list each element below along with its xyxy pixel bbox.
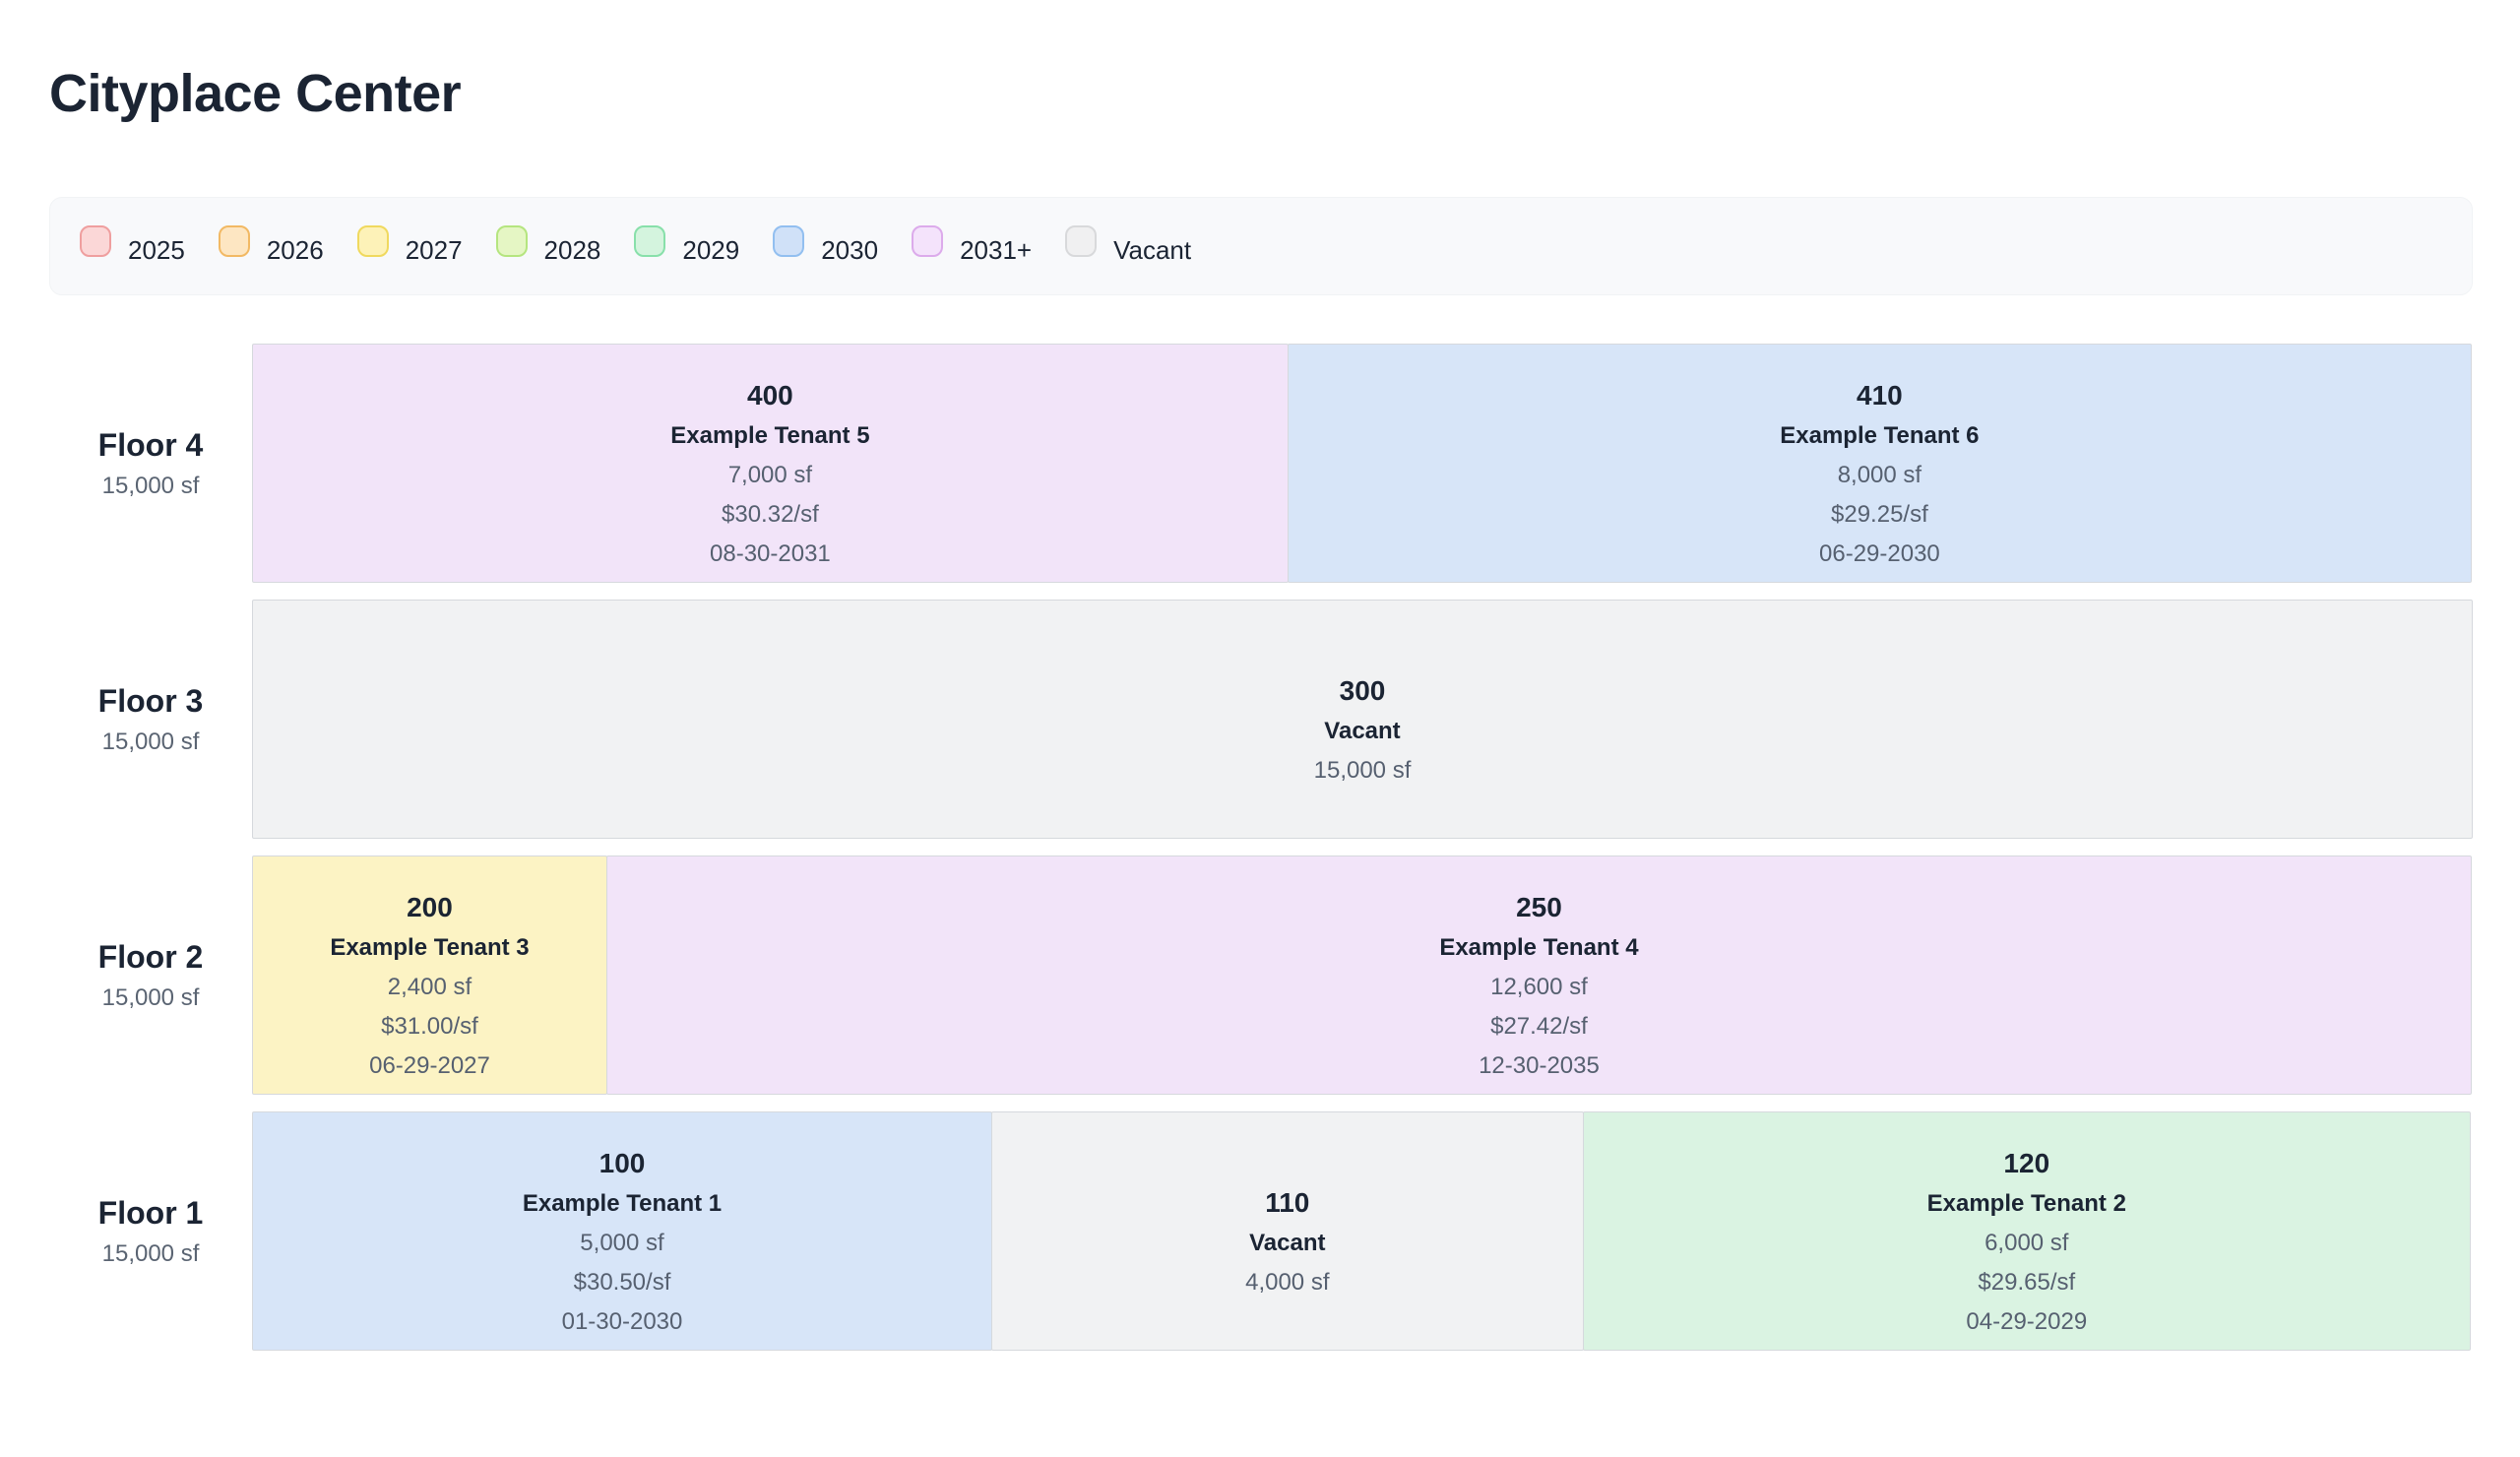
suite-lease-end: 06-29-2027 xyxy=(369,1051,490,1079)
legend-item-label: 2025 xyxy=(128,234,185,265)
suite-sf: 6,000 sf xyxy=(1984,1229,2069,1256)
suite-sf: 15,000 sf xyxy=(1313,756,1412,784)
suite-tenant: Example Tenant 2 xyxy=(1926,1189,2126,1217)
floor-name: Floor 3 xyxy=(97,682,204,719)
legend-swatch-2025 xyxy=(80,225,111,257)
legend-swatch-2030 xyxy=(773,225,805,257)
floor-row-floor-1: Floor 1 15,000 sf 100 Example Tenant 1 5… xyxy=(49,1111,2473,1351)
legend-item: 2026 xyxy=(218,225,324,265)
floor-row-floor-2: Floor 2 15,000 sf 200 Example Tenant 3 2… xyxy=(49,855,2473,1095)
floor-suites: 300 Vacant 15,000 sf xyxy=(252,600,2473,839)
legend-swatch-2031-plus xyxy=(912,225,944,257)
floor-total-sf: 15,000 sf xyxy=(101,1239,200,1267)
suite-tenant: Vacant xyxy=(1324,717,1401,744)
legend-item-label: 2026 xyxy=(266,234,324,265)
legend: 2025 2026 2027 2028 2029 2030 2031+ Vaca… xyxy=(49,197,2473,295)
suite-sf: 2,400 sf xyxy=(387,973,472,1000)
stacking-plan-page: Cityplace Center 2025 2026 2027 2028 202… xyxy=(0,59,2520,1351)
suite-tenant: Example Tenant 3 xyxy=(330,933,530,961)
legend-item: Vacant xyxy=(1065,225,1191,265)
floor-suites: 400 Example Tenant 5 7,000 sf $30.32/sf … xyxy=(252,344,2473,583)
suite-tenant: Vacant xyxy=(1249,1229,1326,1256)
suite-sf: 12,600 sf xyxy=(1490,973,1588,1000)
suite-rate: $31.00/sf xyxy=(381,1012,478,1040)
suite-rate: $30.50/sf xyxy=(573,1268,671,1296)
legend-item-label: 2028 xyxy=(543,234,601,265)
suite-tenant: Example Tenant 4 xyxy=(1439,933,1639,961)
legend-item-label: 2030 xyxy=(821,234,879,265)
floor-suites: 100 Example Tenant 1 5,000 sf $30.50/sf … xyxy=(252,1111,2473,1351)
suite-lease-end: 01-30-2030 xyxy=(561,1307,683,1335)
suite-rate: $29.65/sf xyxy=(1978,1268,2076,1296)
legend-swatch-vacant xyxy=(1065,225,1098,257)
legend-item: 2027 xyxy=(356,225,463,265)
suite-cell-400[interactable]: 400 Example Tenant 5 7,000 sf $30.32/sf … xyxy=(252,344,1289,583)
suite-tenant: Example Tenant 6 xyxy=(1780,421,1980,449)
suite-sf: 7,000 sf xyxy=(727,461,813,488)
floor-label: Floor 3 15,000 sf xyxy=(49,600,252,839)
legend-swatch-2027 xyxy=(356,225,389,257)
page-title: Cityplace Center xyxy=(49,64,462,123)
suite-cell-120[interactable]: 120 Example Tenant 2 6,000 sf $29.65/sf … xyxy=(1582,1111,2471,1351)
floor-label: Floor 4 15,000 sf xyxy=(49,344,252,583)
legend-item-label: Vacant xyxy=(1113,234,1192,265)
suite-number: 100 xyxy=(598,1147,646,1178)
suite-number: 120 xyxy=(2003,1147,2050,1178)
suite-lease-end: 06-29-2030 xyxy=(1819,539,1940,567)
floor-row-floor-4: Floor 4 15,000 sf 400 Example Tenant 5 7… xyxy=(49,344,2473,583)
suite-rate: $30.32/sf xyxy=(722,500,819,528)
legend-item-label: 2029 xyxy=(682,234,740,265)
legend-swatch-2028 xyxy=(495,225,528,257)
floor-rows: Floor 4 15,000 sf 400 Example Tenant 5 7… xyxy=(49,344,2473,1351)
floor-total-sf: 15,000 sf xyxy=(101,983,200,1011)
suite-cell-100[interactable]: 100 Example Tenant 1 5,000 sf $30.50/sf … xyxy=(252,1111,992,1351)
suite-number: 250 xyxy=(1516,891,1562,922)
legend-item-label: 2027 xyxy=(405,234,463,265)
suite-number: 110 xyxy=(1265,1186,1310,1218)
suite-cell-250[interactable]: 250 Example Tenant 4 12,600 sf $27.42/sf… xyxy=(605,855,2472,1095)
suite-cell-410[interactable]: 410 Example Tenant 6 8,000 sf $29.25/sf … xyxy=(1287,344,2472,583)
floor-row-floor-3: Floor 3 15,000 sf 300 Vacant 15,000 sf xyxy=(49,600,2473,839)
floor-label: Floor 2 15,000 sf xyxy=(49,855,252,1095)
suite-cell-200[interactable]: 200 Example Tenant 3 2,400 sf $31.00/sf … xyxy=(252,855,607,1095)
floor-total-sf: 15,000 sf xyxy=(101,472,200,499)
floor-total-sf: 15,000 sf xyxy=(101,728,200,755)
floor-label: Floor 1 15,000 sf xyxy=(49,1111,252,1351)
legend-item: 2031+ xyxy=(912,225,1032,265)
legend-swatch-2029 xyxy=(634,225,666,257)
suite-cell-300[interactable]: 300 Vacant 15,000 sf xyxy=(252,600,2473,839)
suite-rate: $27.42/sf xyxy=(1490,1012,1588,1040)
suite-number: 300 xyxy=(1339,674,1386,706)
legend-item: 2025 xyxy=(80,225,185,265)
legend-item-label: 2031+ xyxy=(960,234,1033,265)
floor-suites: 200 Example Tenant 3 2,400 sf $31.00/sf … xyxy=(252,855,2473,1095)
suite-sf: 8,000 sf xyxy=(1837,461,1922,488)
suite-rate: $29.25/sf xyxy=(1831,500,1928,528)
suite-cell-110[interactable]: 110 Vacant 4,000 sf xyxy=(991,1111,1584,1351)
floor-name: Floor 4 xyxy=(97,426,204,463)
suite-lease-end: 04-29-2029 xyxy=(1966,1307,2088,1335)
legend-item: 2028 xyxy=(495,225,600,265)
suite-lease-end: 12-30-2035 xyxy=(1479,1051,1600,1079)
legend-item: 2029 xyxy=(634,225,739,265)
floor-name: Floor 1 xyxy=(97,1194,204,1231)
suite-lease-end: 08-30-2031 xyxy=(710,539,831,567)
suite-number: 200 xyxy=(407,891,453,922)
suite-tenant: Example Tenant 5 xyxy=(670,421,870,449)
legend-item: 2030 xyxy=(773,225,878,265)
floor-name: Floor 2 xyxy=(97,938,204,975)
legend-swatch-2026 xyxy=(218,225,250,257)
suite-number: 410 xyxy=(1857,379,1903,411)
suite-sf: 5,000 sf xyxy=(580,1229,664,1256)
suite-tenant: Example Tenant 1 xyxy=(522,1189,723,1217)
suite-number: 400 xyxy=(747,379,793,411)
suite-sf: 4,000 sf xyxy=(1245,1268,1330,1296)
